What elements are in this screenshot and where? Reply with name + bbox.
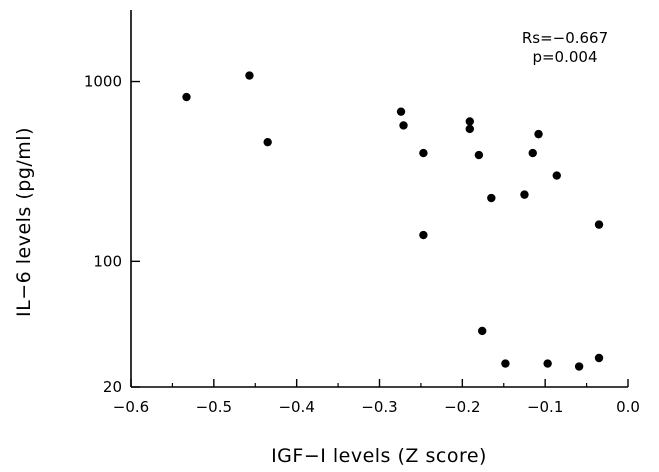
x-tick-label: −0.2	[444, 398, 480, 416]
data-point	[478, 326, 487, 336]
y-tick-label: 1000	[84, 73, 122, 91]
x-axis-title: IGF−I levels (Z score)	[271, 445, 487, 467]
x-tick-label: −0.5	[196, 398, 232, 416]
data-point	[552, 171, 561, 180]
data-point	[399, 121, 408, 130]
x-tick-label: −0.3	[361, 398, 397, 416]
y-tick-label: 20	[103, 378, 122, 396]
data-point	[465, 124, 474, 134]
y-ticks: 20 100 1000	[84, 73, 140, 396]
x-tick-label: −0.6	[113, 398, 149, 416]
data-point	[520, 190, 529, 199]
data-point	[501, 359, 510, 368]
y-axis-title: IL−6 levels (pg/ml)	[13, 127, 35, 317]
y-tick-label: 100	[93, 252, 122, 270]
x-tick-label: −0.1	[527, 398, 563, 416]
data-point	[419, 148, 428, 158]
data-point	[594, 220, 604, 229]
data-point	[474, 150, 484, 160]
data-point	[528, 148, 537, 158]
p-value-annotation: p=0.004	[532, 48, 597, 66]
x-tick-label: 0.0	[616, 398, 640, 416]
data-point	[594, 353, 604, 363]
data-point	[419, 230, 428, 240]
correlation-annotation: Rs=−0.667	[522, 29, 608, 47]
data-point	[396, 107, 406, 116]
data-point	[574, 362, 584, 371]
axes	[130, 10, 628, 388]
data-point	[487, 193, 496, 203]
data-point	[263, 137, 272, 147]
data-point	[465, 117, 474, 126]
data-points	[182, 71, 604, 371]
x-tick-label: −0.4	[278, 398, 314, 416]
data-point	[534, 129, 543, 139]
data-point	[245, 71, 254, 80]
x-ticks: −0.6 −0.5 −0.4 −0.3 −0.2 −0.1 0.0	[113, 379, 640, 416]
data-point	[182, 92, 191, 102]
data-point	[543, 359, 552, 368]
